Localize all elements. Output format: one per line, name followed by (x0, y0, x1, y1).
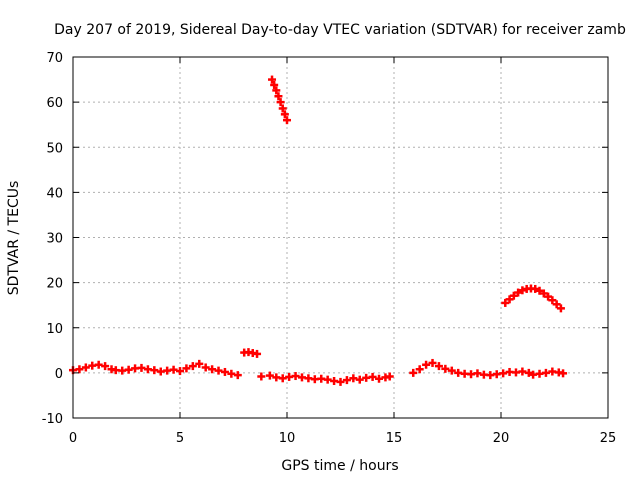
data-point (518, 286, 527, 295)
data-point (539, 289, 548, 298)
data-point (276, 98, 285, 107)
data-point (447, 366, 456, 375)
x-tick-label: 10 (279, 431, 296, 446)
data-point (265, 371, 274, 380)
data-point (505, 295, 514, 304)
data-point (541, 368, 550, 377)
y-tick-label: -10 (42, 412, 63, 427)
data-point (137, 363, 146, 372)
data-point (283, 116, 291, 125)
data-point (278, 104, 287, 113)
x-tick-label: 5 (176, 431, 184, 446)
y-tick-label: 0 (55, 367, 63, 382)
x-tick-label: 15 (386, 431, 403, 446)
data-point (422, 360, 431, 369)
data-point (385, 372, 394, 381)
data-point (272, 86, 281, 95)
y-tick-label: 20 (46, 277, 63, 292)
y-tick-label: 60 (46, 96, 63, 111)
data-point (291, 372, 300, 381)
data-point (195, 359, 204, 368)
data-point (336, 377, 345, 386)
y-tick-label: 40 (46, 186, 63, 201)
data-point (441, 364, 450, 373)
data-point (75, 365, 84, 374)
data-point (270, 80, 279, 89)
data-point (278, 374, 287, 383)
data-point (176, 367, 184, 376)
data-point (428, 358, 437, 367)
data-point (501, 298, 510, 307)
data-point (257, 372, 266, 381)
data-point (323, 375, 332, 384)
data-point (94, 360, 103, 369)
data-point (150, 366, 159, 375)
data-point (375, 374, 384, 383)
grid-lines (73, 57, 608, 418)
data-point (535, 286, 544, 295)
data-point (556, 304, 565, 313)
data-point (227, 369, 236, 378)
data-point (514, 288, 523, 297)
data-point (499, 369, 508, 378)
data-point (349, 374, 358, 383)
data-point (415, 365, 424, 374)
x-tick-label: 0 (69, 431, 77, 446)
data-point (280, 110, 289, 119)
y-tick-label: 30 (46, 232, 63, 247)
data-point (201, 363, 210, 372)
data-point (531, 284, 540, 293)
data-point (233, 371, 242, 380)
y-tick-label: 10 (46, 322, 63, 337)
data-point (355, 375, 364, 384)
chart-title: Day 207 of 2019, Sidereal Day-to-day VTE… (54, 22, 626, 38)
data-point (208, 365, 217, 374)
data-point (342, 376, 351, 385)
data-point (169, 365, 178, 374)
data-point (124, 365, 133, 374)
data-point (188, 362, 197, 371)
y-tick-label: 50 (46, 141, 63, 156)
data-point (182, 364, 191, 373)
data-point (509, 291, 518, 300)
data-point (268, 75, 277, 84)
axis-ticks: 0 5 10 15 20 25 -10 0 10 20 30 40 50 60 70 (42, 51, 617, 446)
x-tick-label: 25 (600, 431, 617, 446)
data-point (409, 368, 418, 377)
data-point (559, 369, 568, 378)
y-axis-label: SDTVAR / TECUs (6, 181, 22, 296)
data-point (524, 368, 533, 377)
data-point (253, 349, 262, 358)
data-points (69, 75, 568, 386)
data-point (368, 372, 377, 381)
data-point (544, 292, 553, 301)
data-point (101, 362, 110, 371)
data-point (473, 369, 482, 378)
y-tick-label: 70 (46, 51, 63, 66)
data-point (552, 300, 561, 309)
x-axis-label: GPS time / hours (281, 458, 398, 474)
data-point (220, 367, 229, 376)
data-point (214, 366, 223, 375)
data-point (274, 92, 283, 101)
data-point (518, 367, 527, 376)
data-point (548, 296, 557, 305)
data-point (81, 363, 90, 372)
data-point (434, 362, 443, 371)
x-tick-label: 20 (493, 431, 510, 446)
